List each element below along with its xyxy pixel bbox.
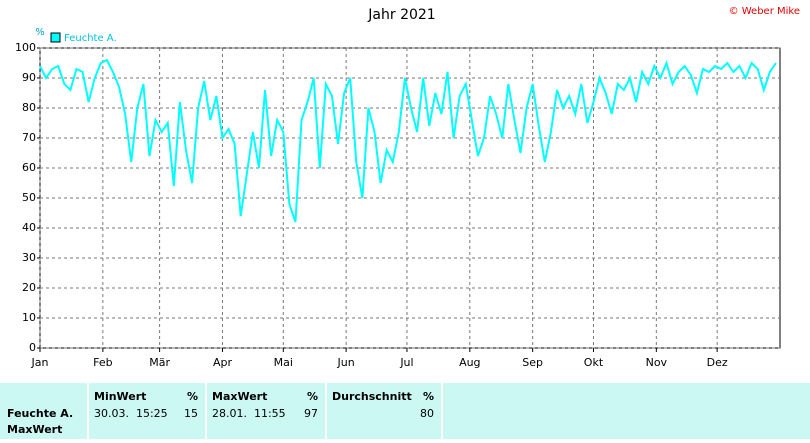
legend-label: Feuchte A. xyxy=(64,33,117,44)
x-tick-label: Jan xyxy=(31,356,49,369)
y-tick-label: 10 xyxy=(22,311,36,324)
y-tick-label: 30 xyxy=(22,251,36,264)
x-tick-label: Mär xyxy=(149,356,170,369)
header: Durchschnitt xyxy=(332,390,412,403)
header-unit: % xyxy=(307,390,318,403)
cell: 15 xyxy=(184,407,198,420)
stats-panel xyxy=(0,383,810,439)
x-tick-label: Mai xyxy=(274,356,293,369)
legend-swatch xyxy=(50,32,61,43)
y-tick-label: 100 xyxy=(15,41,36,54)
y-tick-label: 60 xyxy=(22,161,36,174)
y-tick-label: 80 xyxy=(22,101,36,114)
x-tick-label: Nov xyxy=(646,356,668,369)
data-line xyxy=(39,58,777,223)
row-label: MaxWert xyxy=(7,423,62,436)
header: MinWert xyxy=(94,390,146,403)
cell: 97 xyxy=(304,407,318,420)
cell: 28.01. 11:55 xyxy=(212,407,286,420)
row-label: Feuchte A. xyxy=(7,407,73,420)
x-tick-label: Apr xyxy=(213,356,233,369)
y-tick-label: 20 xyxy=(22,281,36,294)
copyright: © Weber Mike xyxy=(729,6,800,17)
x-tick-label: Jul xyxy=(399,356,413,369)
header-unit: % xyxy=(187,390,198,403)
x-tick-label: Jun xyxy=(337,356,355,369)
x-tick-label: Sep xyxy=(522,356,543,369)
table-dividers xyxy=(87,383,443,439)
y-tick-label: 40 xyxy=(22,221,36,234)
chart-title: Jahr 2021 xyxy=(367,7,435,23)
header-unit: % xyxy=(423,390,434,403)
cell: 30.03. 15:25 xyxy=(94,407,168,420)
y-axis-label: % xyxy=(35,27,45,38)
y-tick-label: 70 xyxy=(22,131,36,144)
x-tick-label: Okt xyxy=(584,356,604,369)
x-tick-label: Feb xyxy=(93,356,112,369)
y-tick-label: 90 xyxy=(22,71,36,84)
y-tick-label: 0 xyxy=(29,341,36,354)
header: MaxWert xyxy=(212,390,267,403)
x-tick-label: Dez xyxy=(707,356,728,369)
x-tick-label: Aug xyxy=(459,356,480,369)
y-tick-label: 50 xyxy=(22,191,36,204)
cell: 80 xyxy=(420,407,434,420)
